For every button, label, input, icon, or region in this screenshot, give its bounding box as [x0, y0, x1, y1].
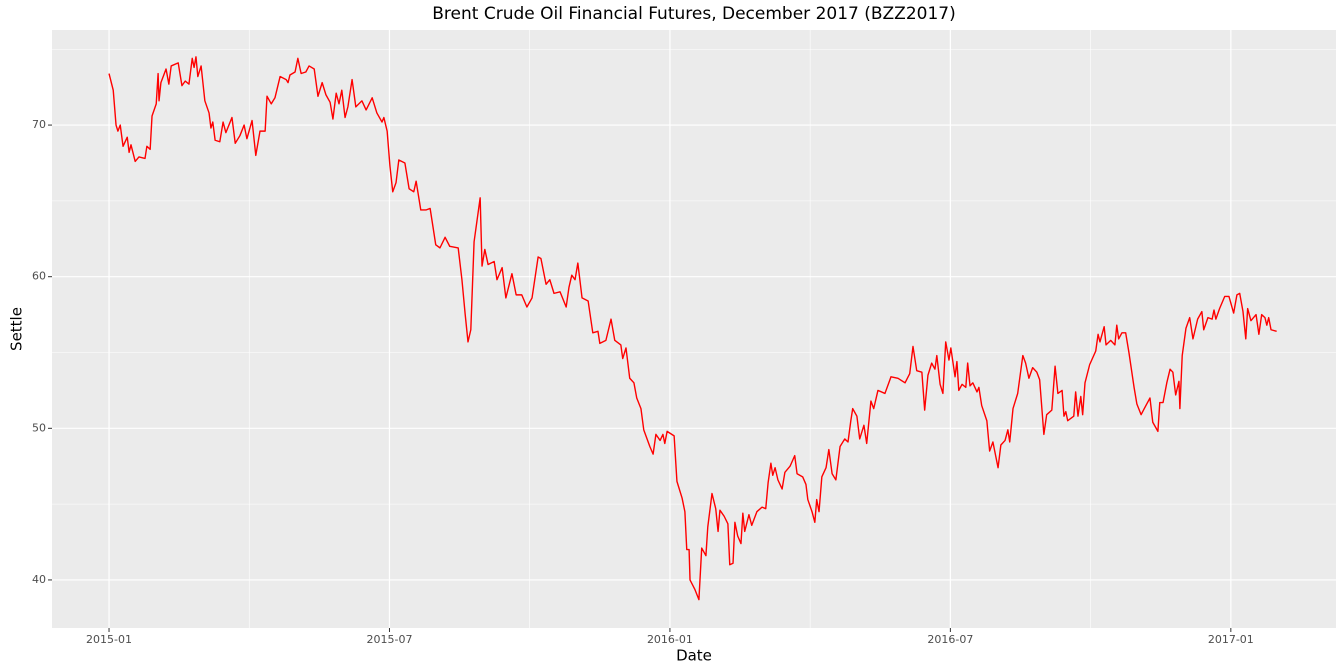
price-line — [108, 56, 1277, 601]
chart-title: Brent Crude Oil Financial Futures, Decem… — [432, 4, 955, 24]
x-tick-label: 2017-01 — [1208, 633, 1254, 646]
grid — [52, 30, 1336, 628]
y-tick-label: 70 — [32, 118, 46, 131]
y-tick-label: 50 — [32, 421, 46, 434]
y-tick-label: 60 — [32, 270, 46, 283]
plot-background — [52, 30, 1336, 628]
x-axis-title: Date — [676, 647, 712, 665]
x-tick-label: 2016-01 — [647, 633, 693, 646]
y-tick-label: 40 — [32, 573, 46, 586]
x-tick-label: 2016-07 — [927, 633, 973, 646]
y-axis-title: Settle — [8, 307, 26, 351]
x-tick-label: 2015-01 — [86, 633, 132, 646]
marks — [108, 56, 1277, 601]
x-tick-label: 2015-07 — [366, 633, 412, 646]
